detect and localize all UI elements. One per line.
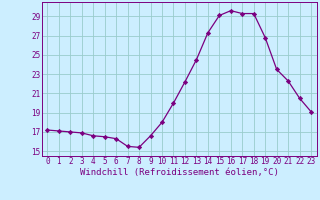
X-axis label: Windchill (Refroidissement éolien,°C): Windchill (Refroidissement éolien,°C) [80, 168, 279, 177]
